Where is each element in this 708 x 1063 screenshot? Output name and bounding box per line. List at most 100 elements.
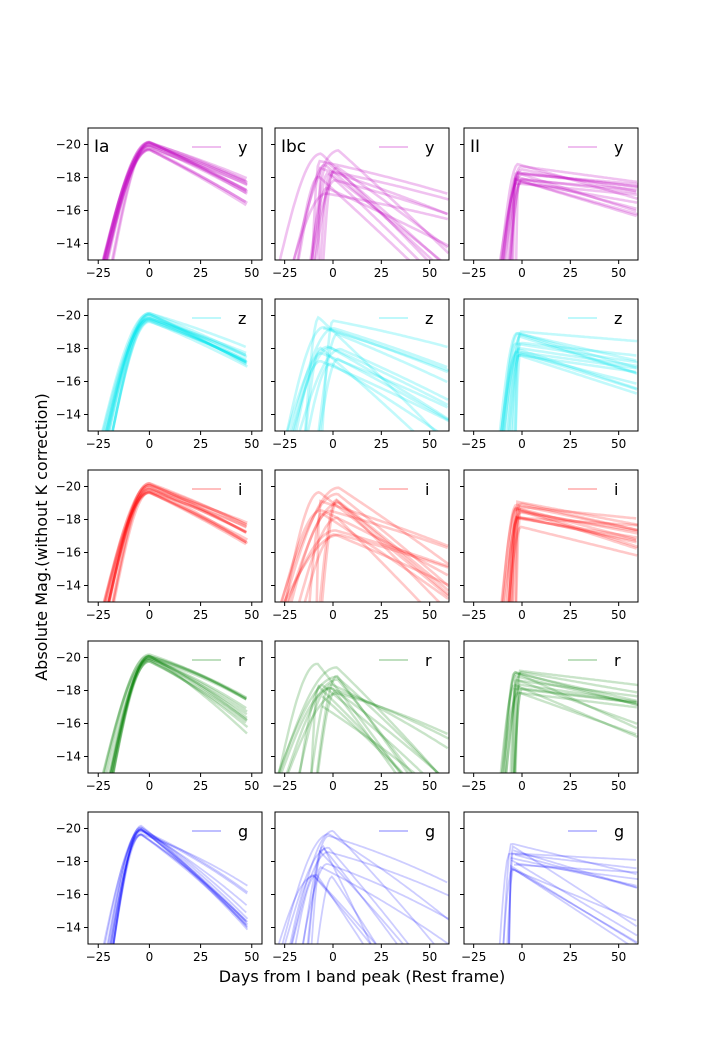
light-curve bbox=[111, 655, 248, 773]
light-curve bbox=[292, 359, 449, 431]
light-curve bbox=[111, 141, 248, 260]
light-curve bbox=[106, 828, 248, 944]
light-curve bbox=[502, 670, 638, 773]
type-label: Ibc bbox=[281, 137, 306, 157]
light-curve bbox=[294, 873, 365, 944]
curve-group bbox=[498, 842, 638, 944]
light-curve bbox=[283, 486, 449, 602]
x-tick-label: 0 bbox=[518, 779, 526, 793]
light-curve bbox=[284, 490, 449, 602]
light-curve bbox=[105, 317, 247, 431]
light-curve bbox=[101, 144, 247, 260]
panel-Ibc-i: −25 0 25 50 i bbox=[271, 469, 450, 622]
light-curve bbox=[504, 353, 638, 431]
light-curve bbox=[109, 660, 247, 773]
x-tick-label: 25 bbox=[374, 608, 389, 622]
light-curve bbox=[289, 874, 377, 944]
curve-group bbox=[279, 486, 449, 602]
light-curve bbox=[106, 143, 248, 260]
light-curve bbox=[505, 670, 638, 773]
panel-frame bbox=[274, 298, 450, 432]
light-curve bbox=[112, 824, 249, 944]
legend-label: i bbox=[614, 480, 618, 499]
light-curve bbox=[102, 142, 248, 260]
panel-Ia-g: −25 0 25 50 −20 −18 −16 −14 g bbox=[56, 811, 263, 964]
panel-frame bbox=[87, 640, 263, 774]
light-curve bbox=[514, 509, 638, 602]
light-curve bbox=[303, 533, 449, 602]
x-tick-label: −25 bbox=[86, 266, 111, 280]
panel-frame bbox=[463, 298, 639, 432]
light-curve bbox=[110, 829, 249, 944]
y-tick-label: −16 bbox=[56, 546, 81, 560]
curve-group bbox=[499, 669, 638, 773]
light-curve bbox=[501, 342, 638, 431]
light-curve bbox=[507, 353, 637, 431]
light-curve bbox=[510, 857, 637, 887]
light-curve bbox=[108, 481, 248, 602]
x-tick-label: −25 bbox=[272, 266, 297, 280]
light-curve bbox=[104, 318, 248, 431]
light-curve bbox=[104, 147, 248, 260]
light-curve bbox=[498, 331, 637, 431]
light-curve bbox=[508, 177, 637, 260]
x-tick-label: 0 bbox=[518, 266, 526, 280]
y-tick-label: −14 bbox=[56, 237, 81, 251]
x-tick-label: 25 bbox=[193, 950, 208, 964]
light-curve bbox=[319, 171, 443, 260]
panel-frame bbox=[463, 811, 639, 945]
y-tick-label: −16 bbox=[56, 204, 81, 218]
panel-frame bbox=[274, 469, 450, 603]
light-curve bbox=[511, 674, 638, 773]
light-curve bbox=[102, 491, 249, 602]
light-curve bbox=[107, 482, 247, 602]
light-curve bbox=[313, 165, 449, 260]
light-curve bbox=[105, 145, 247, 260]
light-curve bbox=[103, 317, 247, 431]
legend-label: g bbox=[238, 822, 248, 841]
x-tick-label: 25 bbox=[563, 950, 578, 964]
curve-group bbox=[102, 481, 249, 602]
x-tick-label: 0 bbox=[329, 437, 337, 451]
panel-frame bbox=[463, 469, 639, 603]
curve-group bbox=[498, 162, 638, 260]
light-curve bbox=[500, 506, 637, 602]
light-curve bbox=[508, 515, 637, 602]
light-curve bbox=[498, 852, 637, 944]
x-tick-label: 0 bbox=[146, 608, 154, 622]
light-curve bbox=[511, 177, 637, 260]
curve-group bbox=[278, 149, 449, 260]
x-tick-label: 0 bbox=[329, 779, 337, 793]
light-curve bbox=[103, 148, 247, 260]
light-curve bbox=[502, 868, 637, 944]
x-tick-label: −25 bbox=[272, 608, 297, 622]
panel-frame bbox=[463, 127, 639, 261]
light-curve bbox=[506, 330, 638, 431]
light-curve bbox=[111, 483, 247, 602]
panel-Ibc-z: −25 0 25 50 z bbox=[271, 298, 450, 451]
legend-label: y bbox=[614, 138, 623, 157]
y-tick-label: −14 bbox=[56, 408, 81, 422]
y-tick-label: −14 bbox=[56, 921, 81, 935]
x-tick-label: 25 bbox=[193, 608, 208, 622]
light-curve bbox=[111, 828, 247, 944]
light-curve bbox=[302, 835, 448, 944]
light-curve bbox=[109, 833, 248, 944]
x-tick-label: 25 bbox=[563, 266, 578, 280]
light-curve bbox=[320, 498, 441, 602]
light-curve bbox=[513, 669, 638, 773]
panel-II-i: −25 0 25 50 i bbox=[460, 469, 639, 622]
light-curve bbox=[285, 325, 449, 431]
light-curve bbox=[514, 853, 637, 889]
light-curve bbox=[512, 678, 638, 773]
light-curve bbox=[500, 672, 637, 773]
light-curve bbox=[298, 347, 449, 431]
light-curve bbox=[503, 502, 638, 602]
light-curve bbox=[298, 686, 449, 773]
x-tick-label: 25 bbox=[193, 437, 208, 451]
light-curve bbox=[112, 827, 249, 944]
light-curve bbox=[110, 660, 248, 773]
light-curve bbox=[514, 679, 638, 773]
light-curve bbox=[101, 144, 248, 260]
light-curve bbox=[516, 862, 638, 880]
